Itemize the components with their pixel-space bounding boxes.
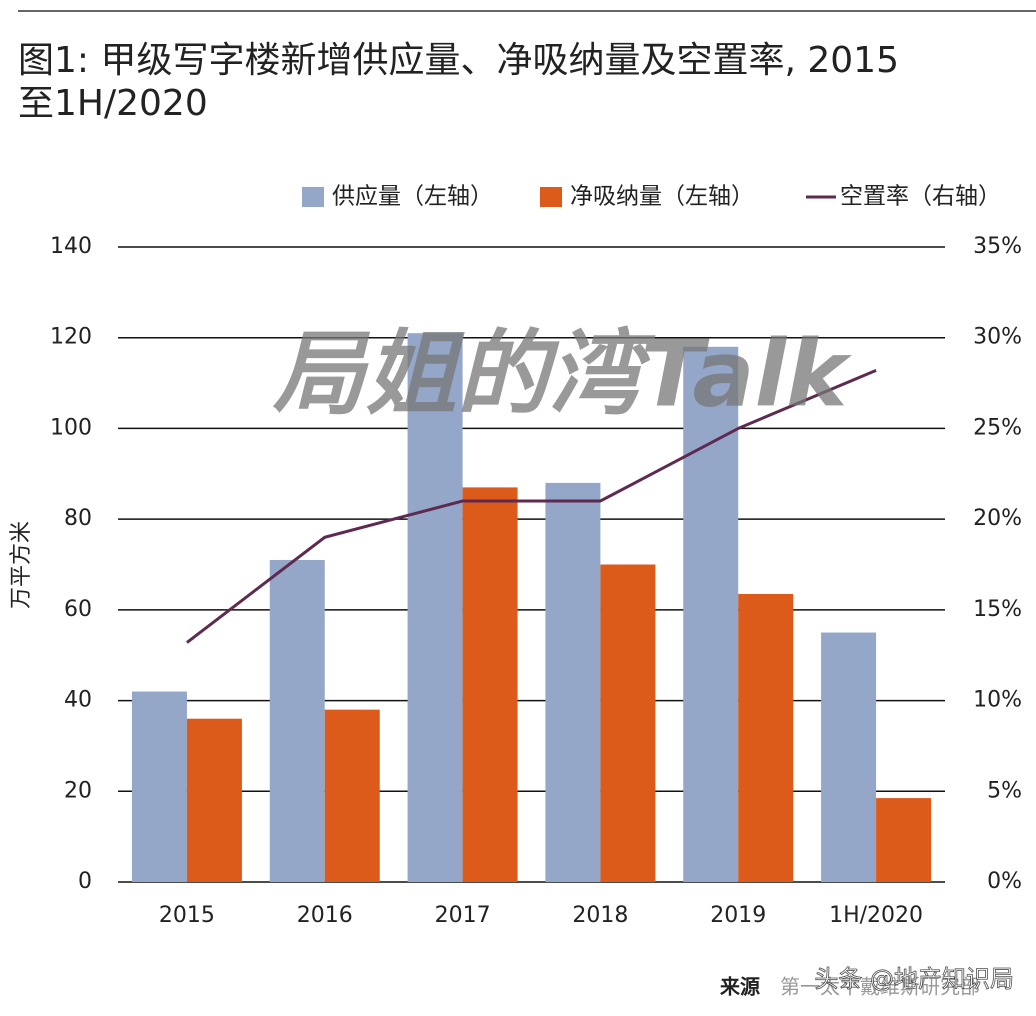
y-tick-label: 60 <box>64 597 92 622</box>
bar <box>324 709 380 882</box>
y2-tick-label: 0% <box>987 869 1022 894</box>
legend-label: 空置率（右轴） <box>840 184 1001 210</box>
bar <box>131 691 187 882</box>
y2-tick-label: 20% <box>973 506 1022 531</box>
bar <box>545 482 601 882</box>
chart-subtitle: 至1H/2020 <box>18 83 208 124</box>
y-tick-label: 0 <box>78 869 92 894</box>
y2-tick-label: 35% <box>973 234 1022 259</box>
bar <box>600 564 656 882</box>
bar <box>683 346 739 882</box>
y-tick-label: 80 <box>64 506 92 531</box>
y2-tick-label: 30% <box>973 325 1022 350</box>
x-tick-label: 2015 <box>159 903 215 928</box>
bar <box>738 593 794 882</box>
watermark: 局姐的湾Talk <box>273 320 852 427</box>
bar <box>186 718 242 882</box>
y-tick-label: 20 <box>64 778 92 803</box>
y-tick-label: 40 <box>64 688 92 713</box>
legend-label: 供应量（左轴） <box>332 184 493 210</box>
bar <box>821 632 877 882</box>
bar <box>876 798 932 882</box>
bar <box>407 333 463 882</box>
legend-swatch <box>540 187 562 207</box>
source: 第一太平戴维斯研究部 <box>780 975 980 999</box>
line <box>186 368 877 644</box>
y-tick-label: 120 <box>50 325 92 350</box>
chart-title: 图1: 甲级写字楼新增供应量、净吸纳量及空置率, 2015 <box>18 40 899 81</box>
x-tick-label: 2017 <box>435 903 491 928</box>
y-tick-label: 100 <box>50 415 92 440</box>
legend-swatch <box>302 187 324 207</box>
y-axis-label: 万平方米 <box>9 521 34 609</box>
x-tick-label: 2019 <box>710 903 766 928</box>
bar <box>462 487 518 882</box>
y2-tick-label: 15% <box>973 597 1022 622</box>
x-tick-label: 1H/2020 <box>829 903 923 928</box>
x-tick-label: 2018 <box>572 903 628 928</box>
watermark: 头条 @地产知识局 <box>814 965 1014 993</box>
bar <box>269 559 325 882</box>
x-tick-label: 2016 <box>297 903 353 928</box>
y2-tick-label: 10% <box>973 688 1022 713</box>
source-label: 来源 <box>719 975 760 999</box>
y2-tick-label: 25% <box>973 415 1022 440</box>
y-tick-label: 140 <box>50 234 92 259</box>
y2-tick-label: 5% <box>987 778 1022 803</box>
legend-label: 净吸纳量（左轴） <box>570 184 754 210</box>
